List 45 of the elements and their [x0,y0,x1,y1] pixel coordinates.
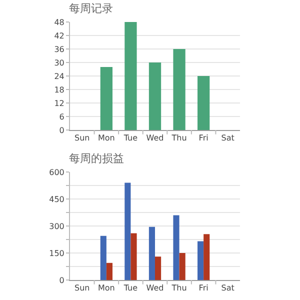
chart-title: 每周的损益 [69,152,124,166]
x-tick-label: Thu [170,284,187,293]
bar [106,262,112,280]
y-tick-label: 0 [59,276,64,285]
x-tick-label: Fri [198,284,208,293]
x-tick-label: Thu [170,134,187,143]
y-tick-label: 48 [54,18,64,27]
x-tick-label: Mon [98,134,115,143]
bar [100,236,106,280]
bar [198,241,204,280]
x-tick-label: Fri [198,134,208,143]
y-tick-label: 6 [59,112,64,122]
x-tick-label: Wed [146,284,164,293]
bar [124,22,137,130]
bar [155,256,162,280]
chart-title: 每周记录 [69,2,113,16]
x-tick-label: Sat [221,134,234,143]
x-tick-label: Sat [221,284,234,293]
bar [100,67,112,130]
bar [124,182,131,280]
bar [204,234,210,280]
bar [148,226,155,280]
x-tick-label: Sun [74,134,90,143]
y-tick-label: 150 [49,248,64,258]
y-tick-label: 24 [54,72,64,81]
y-tick-label: 12 [54,98,64,108]
bar [173,49,186,130]
bar [130,233,137,280]
y-tick-label: 450 [49,194,64,204]
x-tick-label: Sun [74,284,90,293]
bar [173,215,180,280]
x-tick-label: Wed [146,134,164,143]
y-tick-label: 18 [54,85,64,94]
bar [148,62,162,130]
bar [179,253,186,280]
x-tick-label: Tue [122,284,138,293]
y-tick-label: 300 [49,222,64,231]
y-tick-label: 600 [49,168,64,177]
y-tick-label: 36 [54,44,64,54]
y-tick-label: 0 [59,126,64,135]
bar [198,76,210,130]
y-tick-label: 42 [54,31,64,40]
x-tick-label: Mon [98,284,115,293]
x-tick-label: Tue [122,134,138,143]
y-tick-label: 30 [54,58,64,68]
